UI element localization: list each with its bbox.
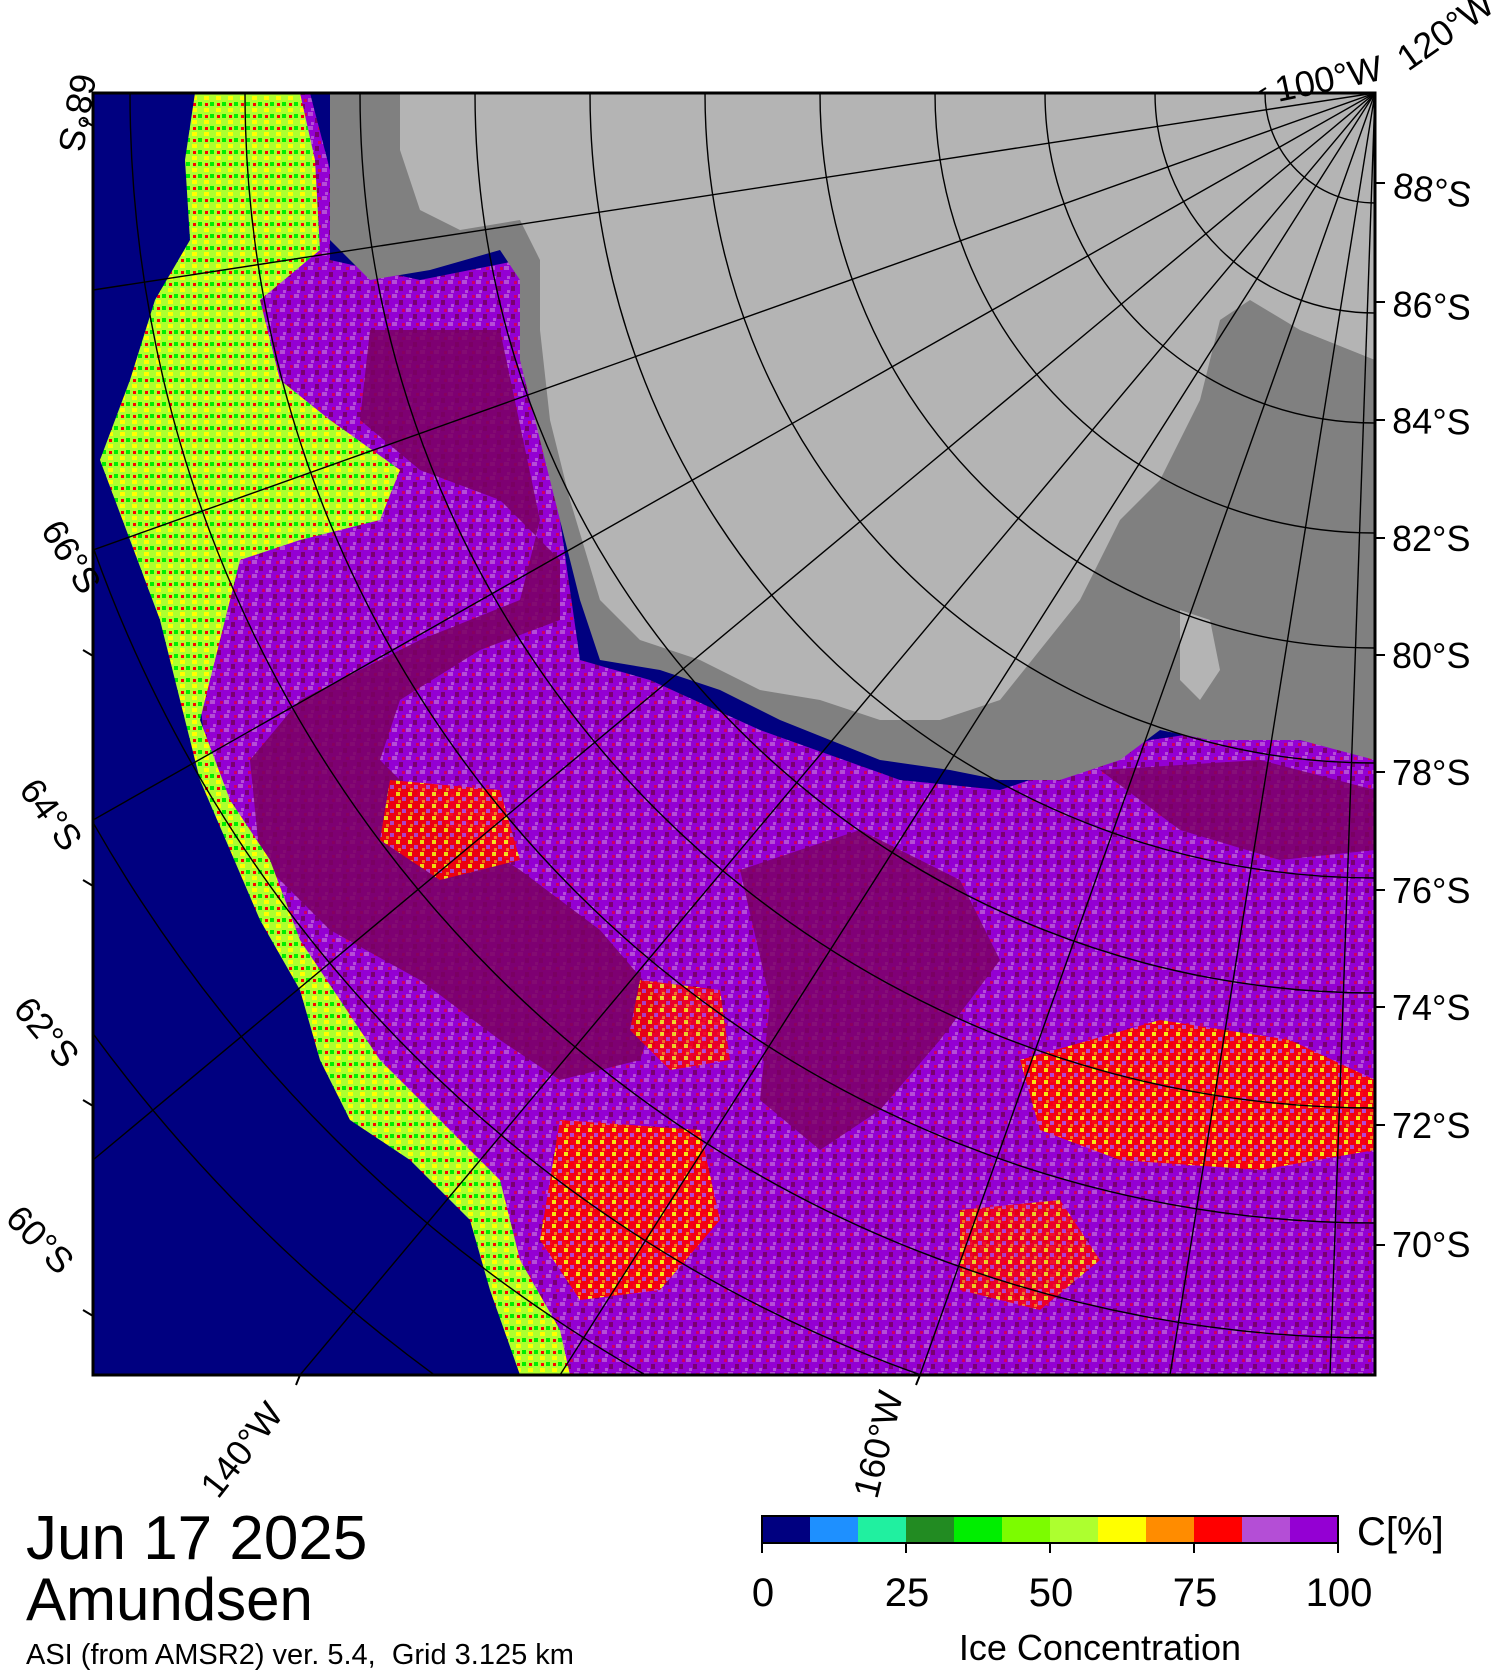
ice-patch-red-1	[540, 1120, 720, 1300]
lat-label-62: 62°S	[6, 989, 88, 1075]
lon-label-140w: 140°W	[192, 1394, 291, 1505]
ice-shelf-inner	[1080, 330, 1330, 700]
colorbar-unit: C[%]	[1357, 1510, 1444, 1554]
date-label: Jun 17 2025	[26, 1504, 368, 1573]
dense-ice-band-2	[740, 830, 1000, 1150]
land-ice-patch	[1180, 610, 1220, 700]
lat-label-64: 64°S	[12, 771, 91, 859]
colorbar-swatch	[1194, 1516, 1243, 1543]
lat-label-82: 82°S	[1392, 518, 1470, 559]
land-ice	[400, 93, 1375, 720]
lat-label-84: 84°S	[1392, 400, 1471, 442]
ice-patch-red-5	[960, 1200, 1100, 1310]
colorbar-tick-75: 75	[1172, 1571, 1218, 1615]
colorbar-swatch	[1098, 1516, 1147, 1543]
colorbar	[761, 1515, 1339, 1553]
lat-label-78: 78°S	[1392, 752, 1470, 793]
lat-labels-right: 88°S 86°S 84°S 82°S 80°S 78°S 76°S 74°S …	[1391, 164, 1474, 1265]
region-label: Amundsen	[26, 1566, 313, 1633]
lat-label-60: 60°S	[0, 1197, 82, 1282]
colorbar-swatch	[1242, 1516, 1291, 1543]
colorbar-swatch	[858, 1516, 907, 1543]
lon-label-160w: 160°W	[845, 1387, 911, 1502]
colorbar-swatches	[762, 1516, 1339, 1543]
colorbar-swatch	[906, 1516, 955, 1543]
lat-label-80: 80°S	[1392, 635, 1470, 676]
colorbar-swatch	[1002, 1516, 1051, 1543]
ice-patch-red-2	[1020, 1020, 1375, 1170]
lat-label-74: 74°S	[1392, 987, 1470, 1028]
colorbar-swatch	[1290, 1516, 1339, 1543]
source-label: ASI (from AMSR2) ver. 5.4, Grid 3.125 km	[26, 1639, 574, 1671]
ice-patch-red-3	[380, 780, 520, 880]
lat-label-76: 76°S	[1392, 870, 1470, 911]
map-frame	[91, 91, 1377, 1377]
colorbar-swatch	[810, 1516, 859, 1543]
colorbar-tick-50: 50	[1028, 1571, 1074, 1615]
colorbar-swatch	[1146, 1516, 1195, 1543]
axis-ticks	[82, 87, 1385, 1386]
colorbar-tick-25: 25	[884, 1571, 930, 1615]
colorbar-swatch	[762, 1516, 811, 1543]
colorbar-title: Ice Concentration	[958, 1627, 1242, 1668]
lat-label-88: 88°S	[1391, 164, 1474, 216]
colorbar-swatch	[954, 1516, 1003, 1543]
colorbar-swatch	[1050, 1516, 1099, 1543]
marginal-ice-zone	[100, 93, 570, 1375]
colorbar-tick-0: 0	[751, 1571, 775, 1615]
dense-ice-band	[250, 330, 660, 1080]
lat-label-70: 70°S	[1392, 1224, 1470, 1265]
dense-ice-band-3	[1100, 760, 1375, 860]
colorbar-tick-100: 100	[1305, 1571, 1373, 1615]
lon-label-120w: 120°W	[1389, 0, 1499, 79]
lat-label-86: 86°S	[1392, 283, 1472, 328]
lat-label-72: 72°S	[1392, 1105, 1470, 1146]
